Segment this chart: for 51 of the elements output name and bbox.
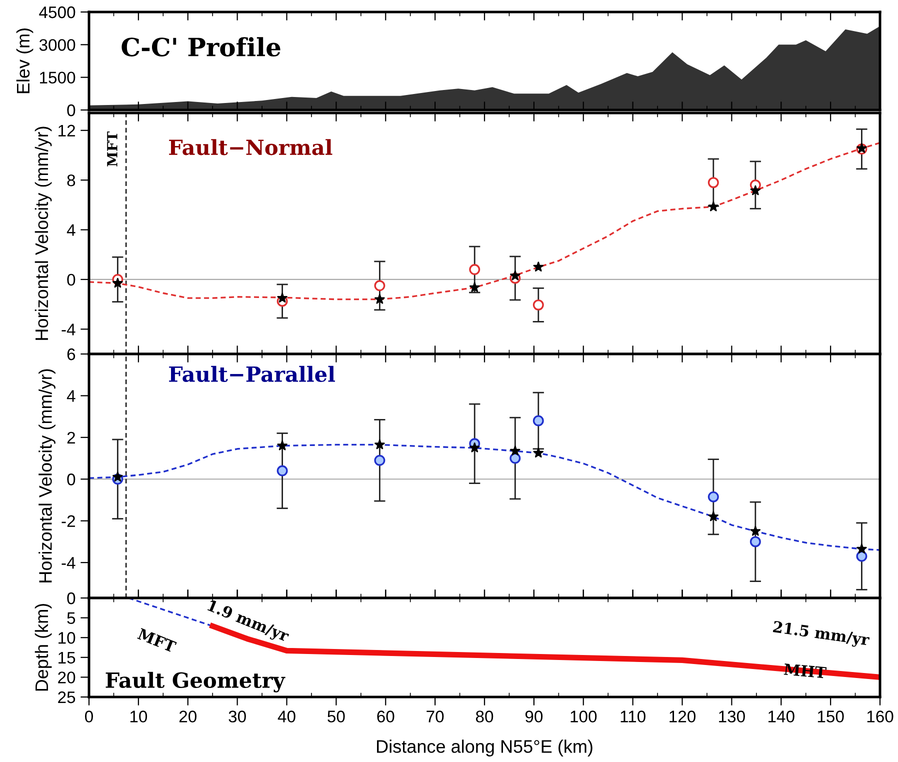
x-tick-label: 110 [620, 710, 646, 722]
y-tick-label: -2 [62, 515, 75, 527]
y-tick-label: 5 [67, 612, 76, 624]
text: Fault Geometry [106, 672, 286, 692]
x-tick-label: 10 [130, 710, 148, 722]
x-tick-label: 90 [525, 710, 543, 722]
y-axis-title: Depth (km) [34, 604, 52, 691]
x-tick-label: 40 [278, 710, 296, 722]
y-tick-label: 15 [58, 652, 76, 664]
x-axis-title: Distance along N55°E (km) [377, 740, 592, 756]
y-tick-label: 25 [58, 691, 76, 704]
y-tick-label: 6 [67, 348, 76, 360]
y-tick-label: 4 [66, 390, 76, 402]
x-tick-label: 120 [670, 710, 696, 722]
y-tick-label: 0 [67, 474, 76, 486]
annotation: MFT [137, 628, 177, 653]
chart-title: Fault−Parallel [169, 366, 335, 382]
x-tick-label: 80 [476, 710, 494, 722]
y-axis-title: Elev (m) [16, 28, 34, 94]
annotation: 21.5 mm/yr [772, 620, 870, 649]
y-tick-label: -4 [62, 557, 76, 569]
y-tick-label: 12 [58, 124, 75, 136]
x-tick-label: 100 [570, 710, 597, 722]
x-tick-label: 20 [179, 710, 196, 722]
x-tick-label: 60 [377, 710, 394, 722]
y-tick-label: 3000 [39, 39, 76, 51]
y-tick-label: 0 [67, 274, 76, 286]
y-axis-title: Horizontal Velocity (mm/yr) [38, 369, 56, 582]
y-tick-label: -4 [62, 324, 76, 336]
y-tick-label: 0 [67, 592, 76, 604]
x-tick-label: 70 [426, 710, 444, 722]
x-tick-label: 140 [768, 710, 794, 722]
y-tick-label: 8 [67, 174, 76, 186]
y-tick-label: 4 [66, 224, 76, 236]
y-axis-title: Horizontal Velocity (mm/yr) [34, 126, 52, 340]
annotation: MHT [784, 664, 827, 678]
x-tick-label: 150 [818, 710, 844, 722]
y-tick-label: 2 [67, 432, 75, 444]
y-tick-label: 20 [58, 672, 76, 684]
y-tick-label: 10 [58, 632, 76, 644]
text: Fault−Normal [169, 139, 332, 156]
x-tick-label: 160 [867, 710, 894, 722]
x-tick-label: 0 [85, 710, 93, 722]
y-tick-label: 4500 [39, 6, 76, 18]
x-tick-label: 30 [228, 710, 246, 722]
ref-line-label: MFT [107, 132, 118, 166]
y-tick-label: 0 [67, 104, 76, 116]
text: C-C' Profile [122, 37, 280, 56]
x-tick-label: 50 [328, 710, 345, 722]
x-tick-label: 130 [719, 710, 745, 722]
y-tick-label: 1500 [40, 72, 76, 84]
